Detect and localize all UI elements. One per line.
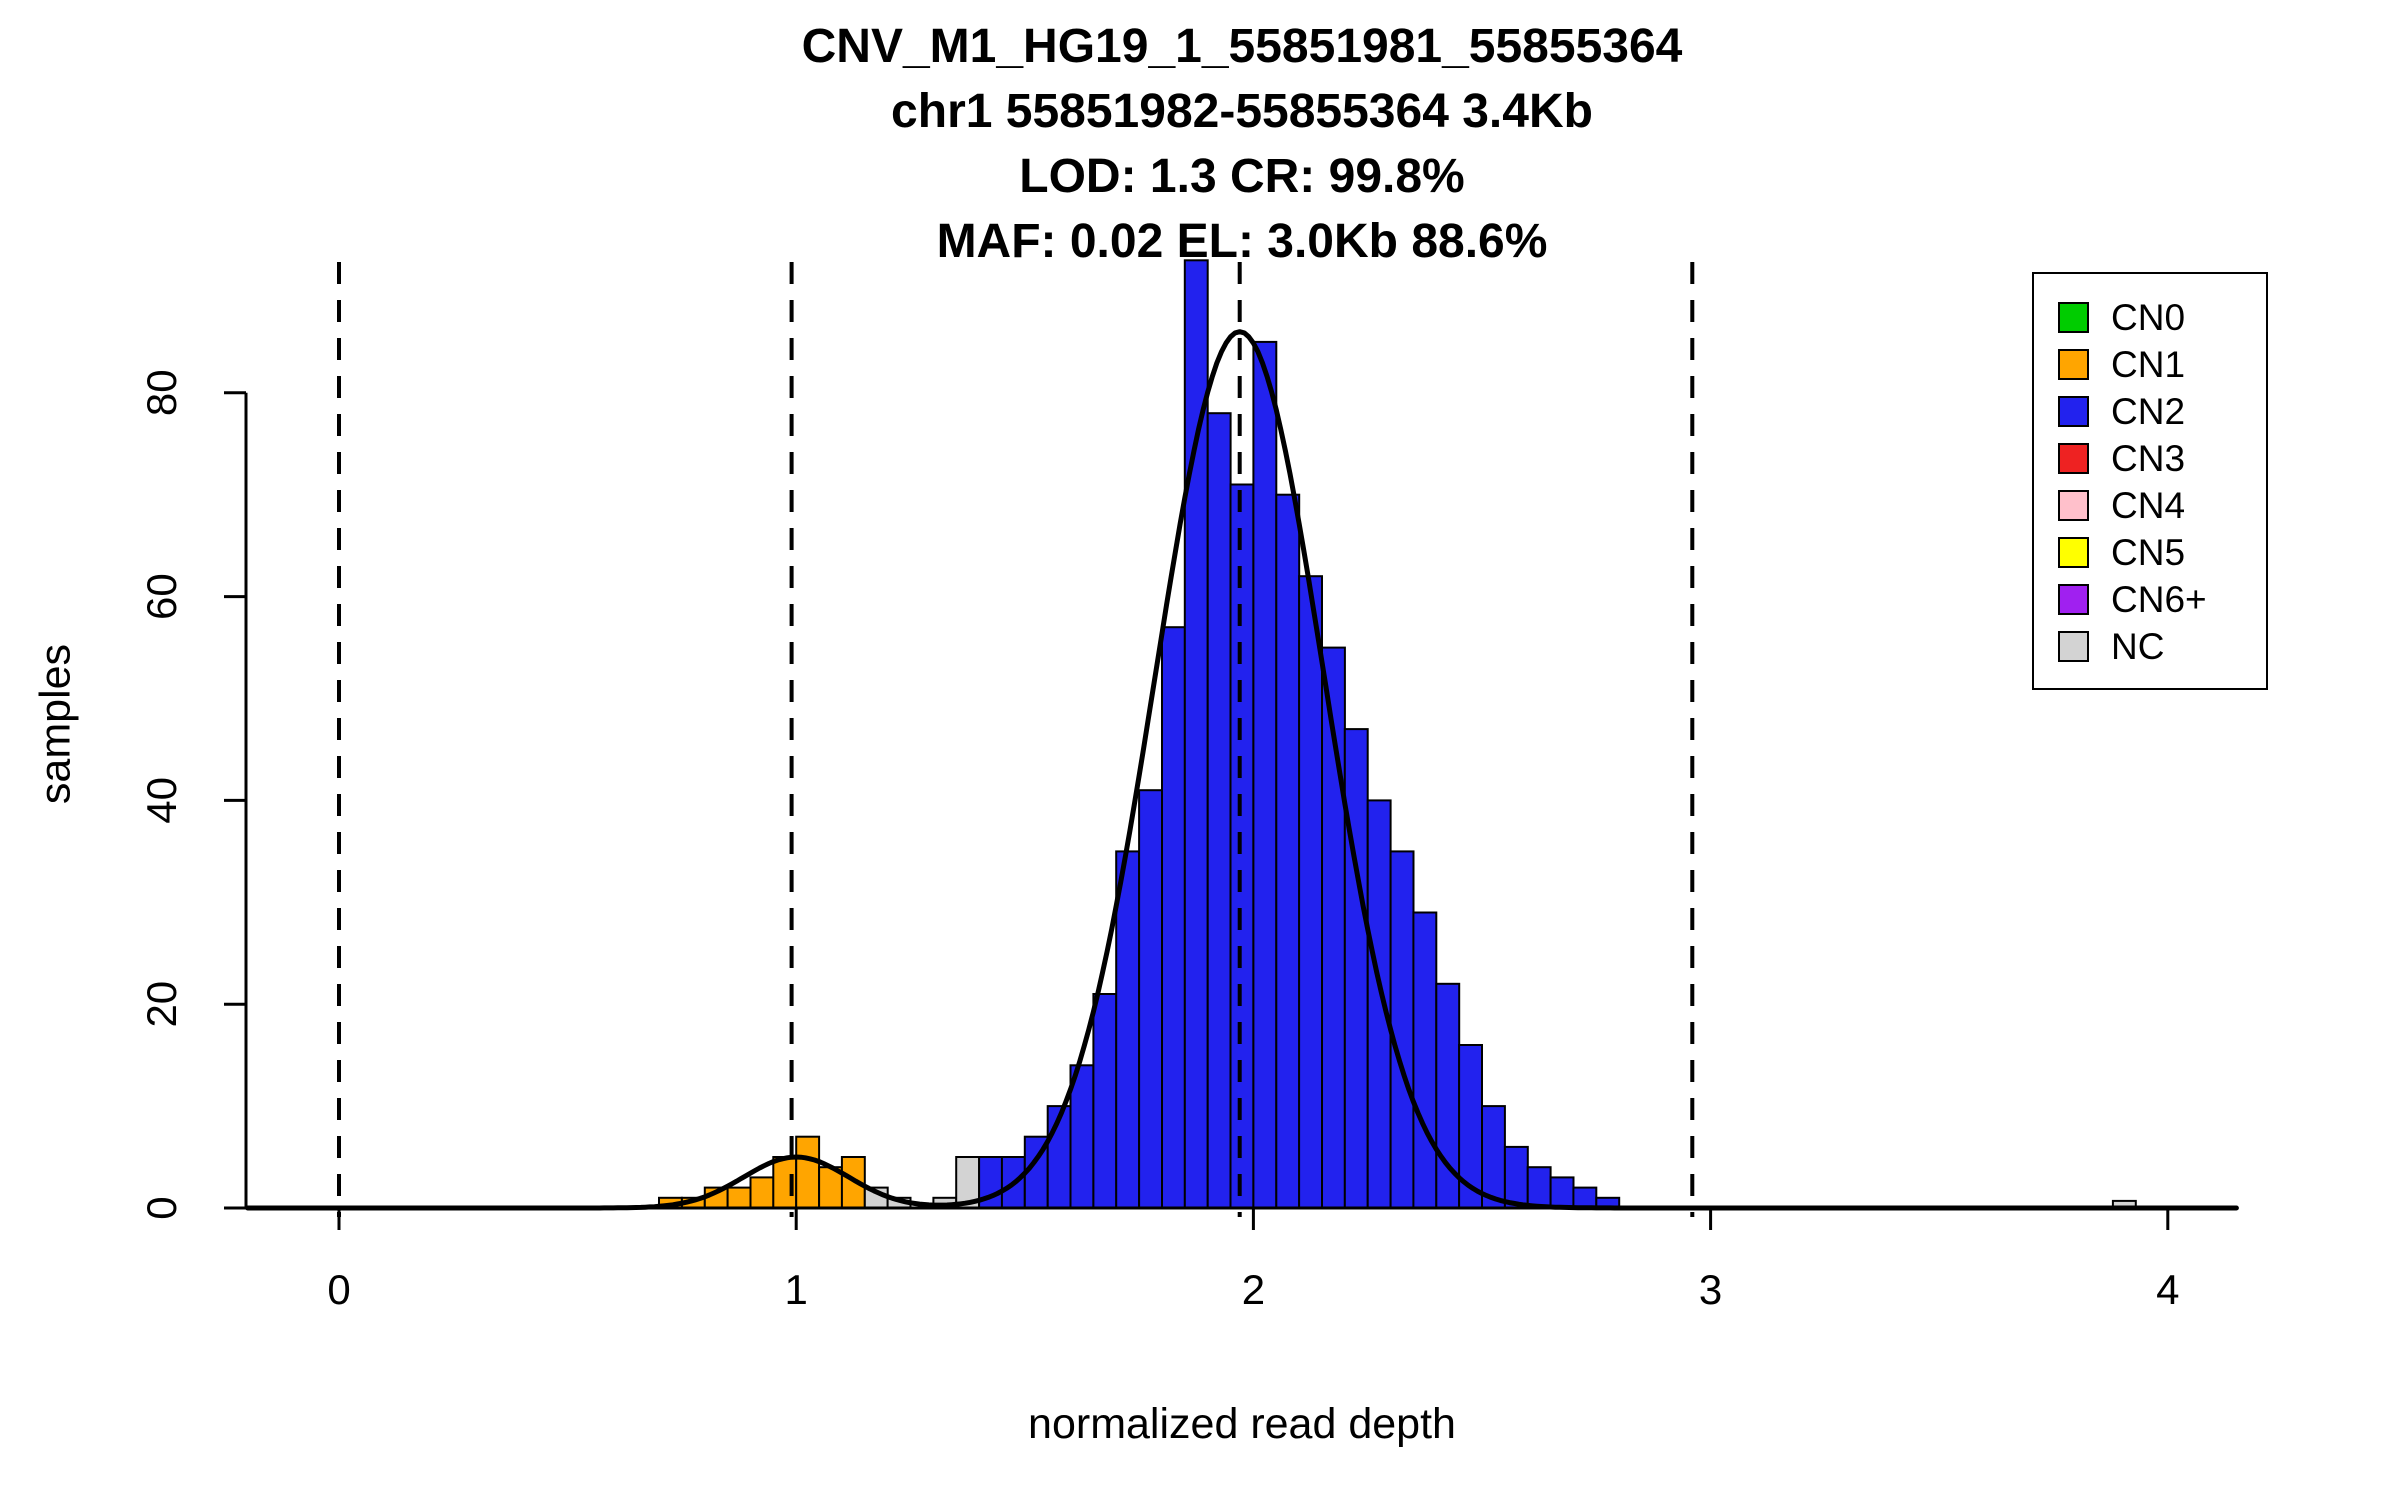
histogram-bar-cn2 — [1389, 850, 1415, 1210]
histogram-bar-cn2 — [1526, 1166, 1552, 1209]
title-line-4: MAF: 0.02 EL: 3.0Kb 88.6% — [936, 215, 1548, 268]
histogram-bar-cn2 — [1138, 789, 1163, 1209]
title-line-1: CNV_M1_HG19_1_55851981_55855364 — [801, 20, 1683, 73]
histogram-bar-cn2 — [1161, 626, 1186, 1209]
legend-swatch-cn1 — [2058, 349, 2089, 380]
y-tick-label: 20 — [138, 981, 185, 1028]
title-line-2: chr1 55851982-55855364 3.4Kb — [891, 85, 1593, 138]
histogram-bar-cn2 — [1252, 340, 1278, 1209]
legend-swatch-cn2 — [2058, 396, 2089, 427]
legend-swatch-nc — [2058, 631, 2089, 662]
legend-item-cn5: CN5 — [2058, 529, 2256, 576]
legend-swatch-cn5 — [2058, 537, 2089, 568]
legend-label-cn1: CN1 — [2111, 344, 2186, 385]
histogram-bar-cn1 — [749, 1176, 775, 1210]
histogram-bar-cn2 — [1115, 850, 1141, 1210]
legend-swatch-cn4 — [2058, 490, 2089, 521]
legend-item-nc: NC — [2058, 623, 2256, 670]
histogram-bar-cn2 — [1092, 993, 1118, 1209]
legend-box: CN0 CN1 CN2 CN3 CN4 CN5 CN6+ NC — [2032, 272, 2268, 690]
histogram-bar-cn1 — [726, 1186, 752, 1209]
chart-title: CNV_M1_HG19_1_55851981_55855364 chr1 558… — [262, 14, 2222, 274]
x-tick-label: 4 — [2156, 1266, 2179, 1313]
legend-label-cn0: CN0 — [2111, 297, 2186, 338]
legend-swatch-cn0 — [2058, 302, 2089, 333]
legend-swatch-cn6plus — [2058, 584, 2089, 615]
x-tick-label: 2 — [1242, 1266, 1265, 1313]
legend-label-cn3: CN3 — [2111, 438, 2186, 479]
histogram-bar-cn2 — [1503, 1145, 1529, 1210]
x-tick-label: 0 — [327, 1266, 350, 1313]
legend-item-cn1: CN1 — [2058, 341, 2256, 388]
title-line-3: LOD: 1.3 CR: 99.8% — [1019, 150, 1465, 203]
histogram-bar-cn2 — [1572, 1186, 1598, 1209]
histogram-bar-cn2 — [1366, 799, 1392, 1210]
histogram-bar-cn2 — [1549, 1176, 1575, 1210]
legend-label-cn4: CN4 — [2111, 485, 2186, 526]
legend-label-cn5: CN5 — [2111, 532, 2186, 573]
y-tick-label: 40 — [138, 777, 185, 824]
x-tick-label: 1 — [785, 1266, 808, 1313]
histogram-bar-cn2 — [1298, 575, 1323, 1209]
histogram-bar-cn2 — [1275, 493, 1301, 1209]
legend-item-cn2: CN2 — [2058, 388, 2256, 435]
histogram-bar-cn2 — [1206, 412, 1232, 1209]
legend-label-cn6plus: CN6+ — [2111, 579, 2207, 620]
y-tick-label: 0 — [138, 1196, 185, 1219]
y-tick-label: 80 — [138, 369, 185, 416]
y-axis-label: samples — [31, 643, 80, 805]
histogram-bar-cn2 — [1229, 483, 1255, 1209]
legend-item-cn6plus: CN6+ — [2058, 576, 2256, 623]
x-tick-label: 3 — [1699, 1266, 1722, 1313]
y-tick-label: 60 — [138, 573, 185, 620]
legend-item-cn0: CN0 — [2058, 294, 2256, 341]
legend-label-cn2: CN2 — [2111, 391, 2186, 432]
legend-swatch-cn3 — [2058, 443, 2089, 474]
legend-item-cn3: CN3 — [2058, 435, 2256, 482]
histogram-bar-cn2 — [1343, 728, 1369, 1209]
histogram-bar-cn2 — [1412, 911, 1438, 1209]
histogram-bar-cn1 — [795, 1135, 821, 1209]
legend-item-cn4: CN4 — [2058, 482, 2256, 529]
legend-label-nc: NC — [2111, 626, 2165, 667]
x-axis-label: normalized read depth — [1028, 1400, 1456, 1448]
